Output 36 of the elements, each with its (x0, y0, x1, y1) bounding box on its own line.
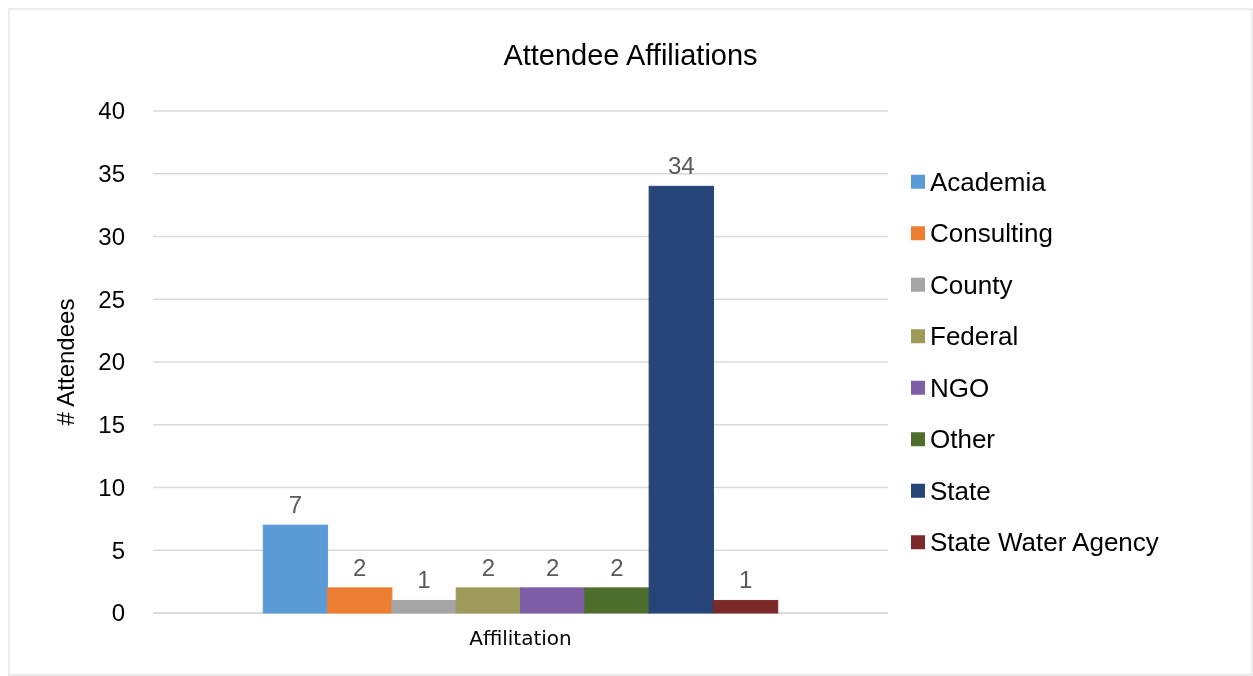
legend-label: Other (930, 424, 996, 455)
data-label: 34 (667, 152, 695, 180)
bar (327, 587, 393, 614)
data-label: 1 (738, 566, 753, 594)
data-label: 1 (417, 566, 431, 594)
y-tick-label: 35 (98, 160, 125, 188)
bar (584, 587, 650, 614)
data-label: 2 (481, 553, 496, 581)
y-tick-label: 40 (98, 97, 125, 125)
data-label: 2 (353, 553, 367, 581)
bar (712, 599, 779, 614)
bar (648, 185, 714, 614)
chart-title: Attendee Affiliations (503, 39, 758, 71)
y-tick-label: 25 (98, 285, 125, 313)
legend-label: Academia (930, 166, 1047, 197)
bar (391, 599, 457, 614)
legend-label: State (930, 475, 991, 506)
y-tick-label: 10 (98, 473, 125, 501)
legend-label: Federal (930, 321, 1019, 352)
bar (520, 587, 586, 614)
bar (455, 587, 521, 614)
bar (262, 524, 329, 614)
legend-label: Consulting (930, 218, 1053, 249)
y-axis-title: # Attendees (52, 298, 79, 426)
legend-label: State Water Agency (930, 527, 1159, 558)
x-tick-label: Affilitation (469, 626, 572, 650)
legend-label: County (930, 269, 1013, 300)
y-tick-label: 0 (111, 599, 125, 627)
data-label: 2 (545, 553, 560, 581)
data-label: 2 (610, 553, 624, 581)
y-tick-label: 20 (98, 348, 125, 376)
y-tick-label: 15 (98, 411, 125, 439)
y-tick-label: 5 (111, 536, 125, 564)
y-tick-label: 30 (98, 222, 125, 250)
legend-label: NGO (930, 372, 990, 403)
data-label: 7 (288, 491, 303, 519)
